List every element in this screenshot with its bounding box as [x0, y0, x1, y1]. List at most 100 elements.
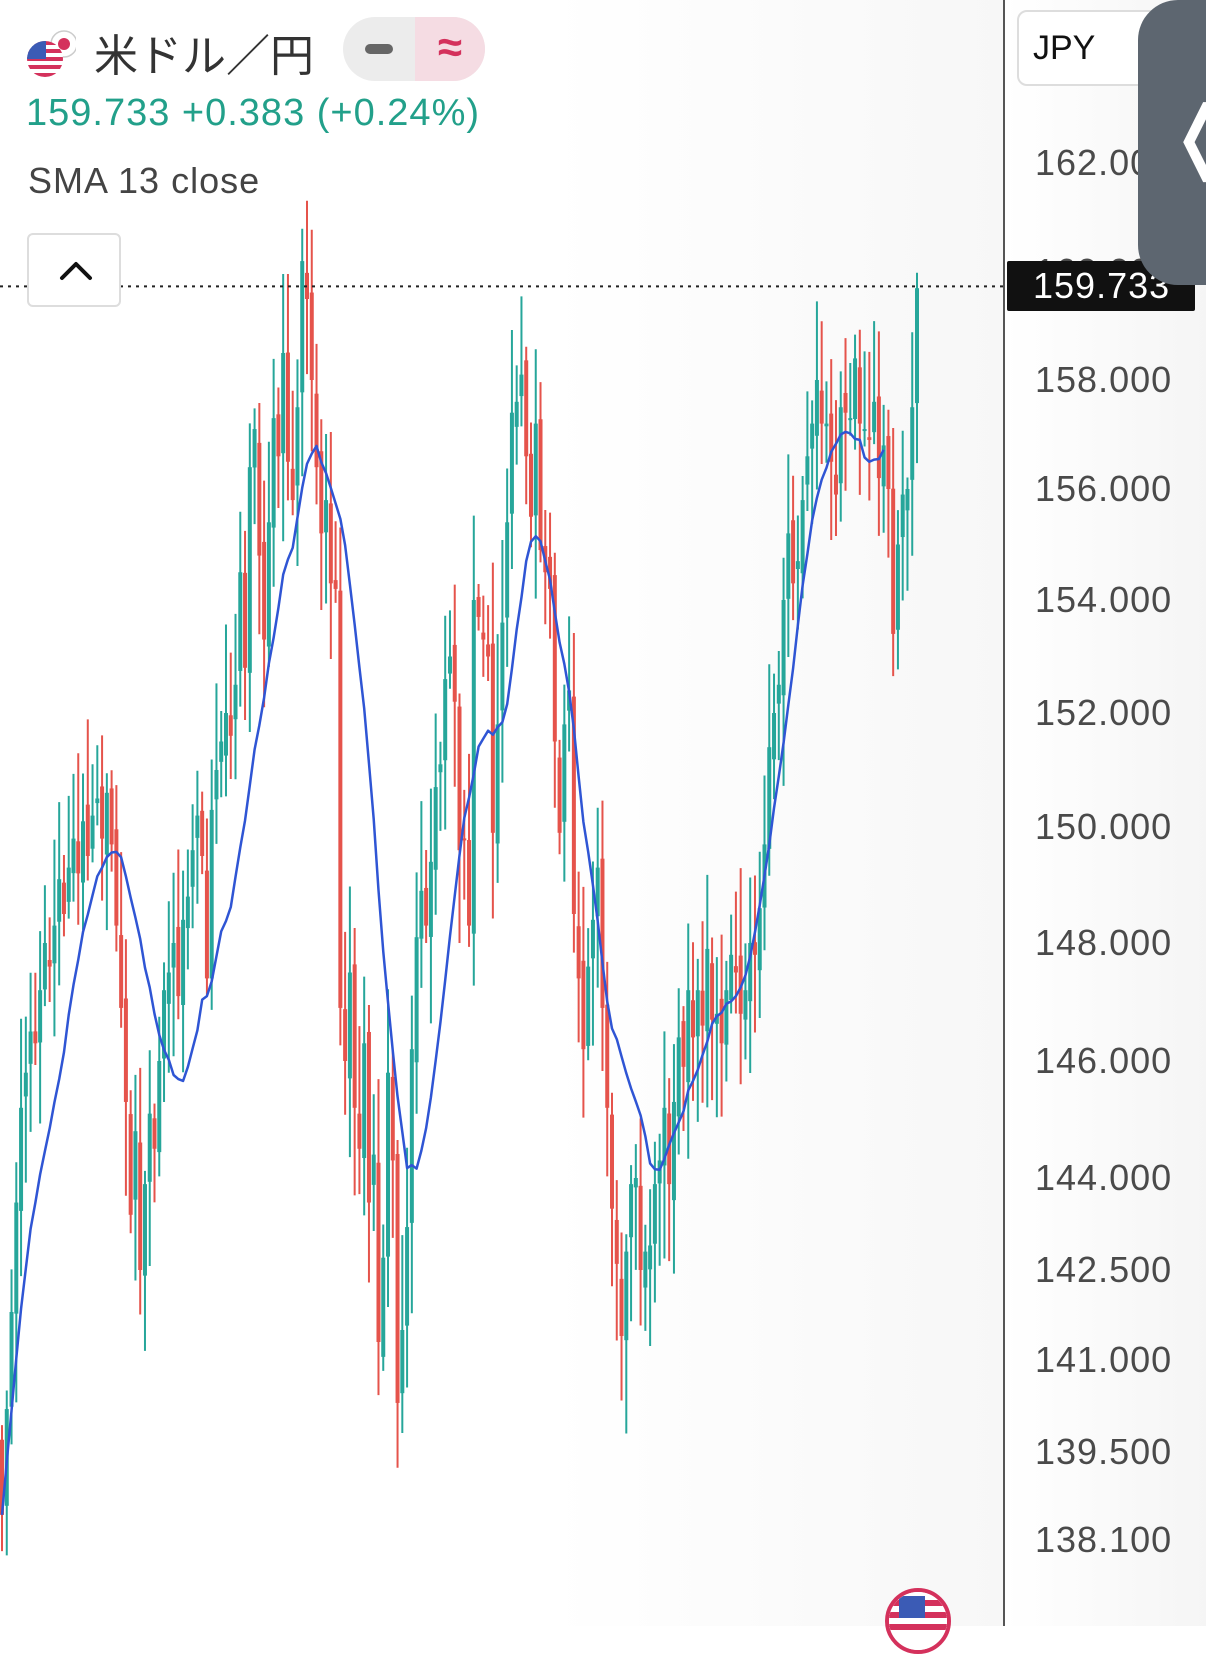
candle — [33, 972, 38, 1066]
candle — [895, 510, 900, 670]
candle — [729, 914, 734, 1014]
candlestick-chart[interactable] — [0, 0, 1003, 1626]
candle-body — [667, 1113, 672, 1185]
candle — [614, 1180, 619, 1341]
candle-body — [700, 990, 705, 1026]
candle — [576, 871, 581, 1043]
candle-body — [243, 572, 248, 668]
candle-body — [233, 684, 238, 720]
price-tick-label: 154.000 — [1035, 579, 1173, 620]
candle-body — [85, 804, 90, 856]
candle — [119, 852, 124, 1028]
candle — [686, 923, 691, 1159]
current-price-tag: 159.733 — [1007, 261, 1195, 312]
candle — [185, 849, 190, 970]
candle-body — [381, 1257, 386, 1357]
candle-body — [452, 644, 457, 702]
candle-body — [552, 575, 557, 742]
candle-body — [309, 292, 314, 380]
candle — [519, 296, 524, 427]
candle — [371, 1094, 376, 1232]
indicator-legend[interactable]: SMA 13 close — [28, 160, 261, 201]
us-flag-icon[interactable] — [885, 1588, 951, 1654]
candle-body — [400, 1330, 405, 1394]
symbol-title[interactable]: 米ドル／円 — [94, 32, 314, 81]
candle-body — [376, 1162, 381, 1342]
candle — [142, 1170, 147, 1351]
candle-body — [57, 879, 62, 922]
candle — [719, 934, 724, 1117]
candle — [443, 615, 448, 830]
candle — [638, 1118, 643, 1326]
candle — [238, 511, 243, 707]
candle — [867, 351, 872, 501]
chart-area[interactable] — [0, 0, 1003, 1626]
candle — [90, 764, 95, 863]
chart-type-toggle[interactable]: ≈ — [343, 17, 485, 81]
minus-icon[interactable] — [343, 17, 415, 81]
candle-body — [576, 926, 581, 979]
candle-body — [133, 1131, 138, 1200]
candle — [824, 381, 829, 463]
candle-body — [462, 838, 467, 841]
candle — [915, 272, 919, 464]
candle — [891, 427, 896, 677]
candle — [309, 229, 314, 452]
candle — [757, 851, 762, 1018]
price-tick-label: 148.000 — [1035, 922, 1173, 963]
candle — [95, 745, 100, 826]
candle-body — [519, 374, 524, 397]
candle-body — [605, 1004, 610, 1108]
candle-body — [829, 413, 834, 462]
candle-body — [333, 580, 338, 589]
candle-body — [853, 358, 858, 419]
candle-body — [795, 561, 800, 570]
candle-body — [614, 1219, 619, 1264]
candle-body — [724, 990, 729, 1045]
candle-body — [33, 1031, 38, 1044]
candle-body — [195, 815, 200, 838]
side-panel-handle[interactable]: ❬ — [1138, 0, 1206, 285]
candle — [805, 391, 810, 511]
candle — [419, 801, 424, 988]
candle — [648, 1189, 653, 1346]
candle-body — [66, 867, 71, 902]
collapse-legend-button[interactable] — [27, 233, 121, 307]
candle-body — [786, 533, 791, 599]
candle-body — [209, 809, 214, 979]
candle-body — [476, 597, 481, 617]
candle-body — [19, 1107, 24, 1211]
price-axis[interactable]: JPY 162.000160.000158.000156.000154.0001… — [1003, 0, 1206, 1626]
candle-body — [857, 367, 862, 424]
candle-body — [752, 942, 757, 955]
candle — [257, 403, 262, 635]
candle-body — [509, 412, 514, 514]
candle-body — [324, 500, 329, 533]
candle — [233, 613, 238, 780]
candle-body — [28, 1031, 33, 1064]
candle — [333, 521, 338, 603]
candle — [490, 562, 495, 919]
candle — [52, 839, 57, 1037]
candle-body — [867, 437, 872, 440]
candle-body — [838, 407, 843, 484]
candle-body — [910, 407, 915, 480]
approx-wave-icon[interactable]: ≈ — [415, 17, 485, 81]
candle-body — [757, 908, 762, 971]
candle — [610, 1092, 614, 1287]
candle — [100, 735, 105, 901]
candle — [876, 331, 881, 536]
candle — [200, 791, 205, 875]
candle-body — [152, 1118, 157, 1149]
candle-body — [100, 786, 105, 839]
candle — [714, 957, 719, 1118]
candle-body — [490, 643, 495, 833]
price-tick-label: 146.000 — [1035, 1040, 1173, 1081]
candle-body — [395, 1154, 400, 1403]
candle-body — [352, 964, 357, 1108]
price-tick-label: 152.000 — [1035, 692, 1173, 733]
candle-body — [528, 453, 533, 517]
candle — [643, 1224, 648, 1331]
candle-body — [695, 990, 700, 1037]
candle — [667, 1078, 672, 1262]
